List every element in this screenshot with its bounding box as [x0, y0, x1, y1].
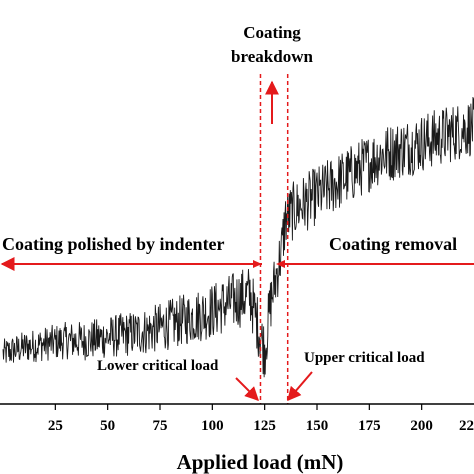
right-label-bg: [324, 231, 474, 257]
lower-critical-label: Lower critical load: [97, 358, 219, 374]
x-axis-ticks: 25 50 75 100 125 150 175 200 22: [48, 404, 474, 434]
coating-breakdown-label-line2: breakdown: [231, 47, 313, 66]
x-tick-label: 175: [358, 418, 381, 434]
lower-critical-arrow: [235, 377, 259, 401]
left-label-bg: [0, 231, 252, 257]
x-tick-label: 22: [459, 418, 474, 434]
x-tick-label: 150: [306, 418, 329, 434]
upper-critical-label: Upper critical load: [304, 350, 425, 366]
x-tick-label: 25: [48, 418, 63, 434]
friction-signal-series: [2, 96, 474, 378]
x-tick-label: 50: [100, 418, 115, 434]
x-tick-label: 200: [410, 418, 433, 434]
region-right-label: Coating removal: [329, 234, 457, 254]
x-tick-label: 125: [253, 418, 276, 434]
annotation-layer: [0, 74, 474, 404]
x-tick-label: 75: [153, 418, 168, 434]
coating-breakdown-label-line1: Coating: [243, 23, 301, 42]
x-tick-label: 100: [201, 418, 224, 434]
center-arrowheads: [253, 260, 285, 268]
region-left-label: Coating polished by indenter: [2, 234, 225, 254]
x-axis-title: Applied load (mN): [177, 450, 344, 474]
upper-critical-arrow: [287, 371, 313, 402]
signal-line: [2, 96, 474, 378]
